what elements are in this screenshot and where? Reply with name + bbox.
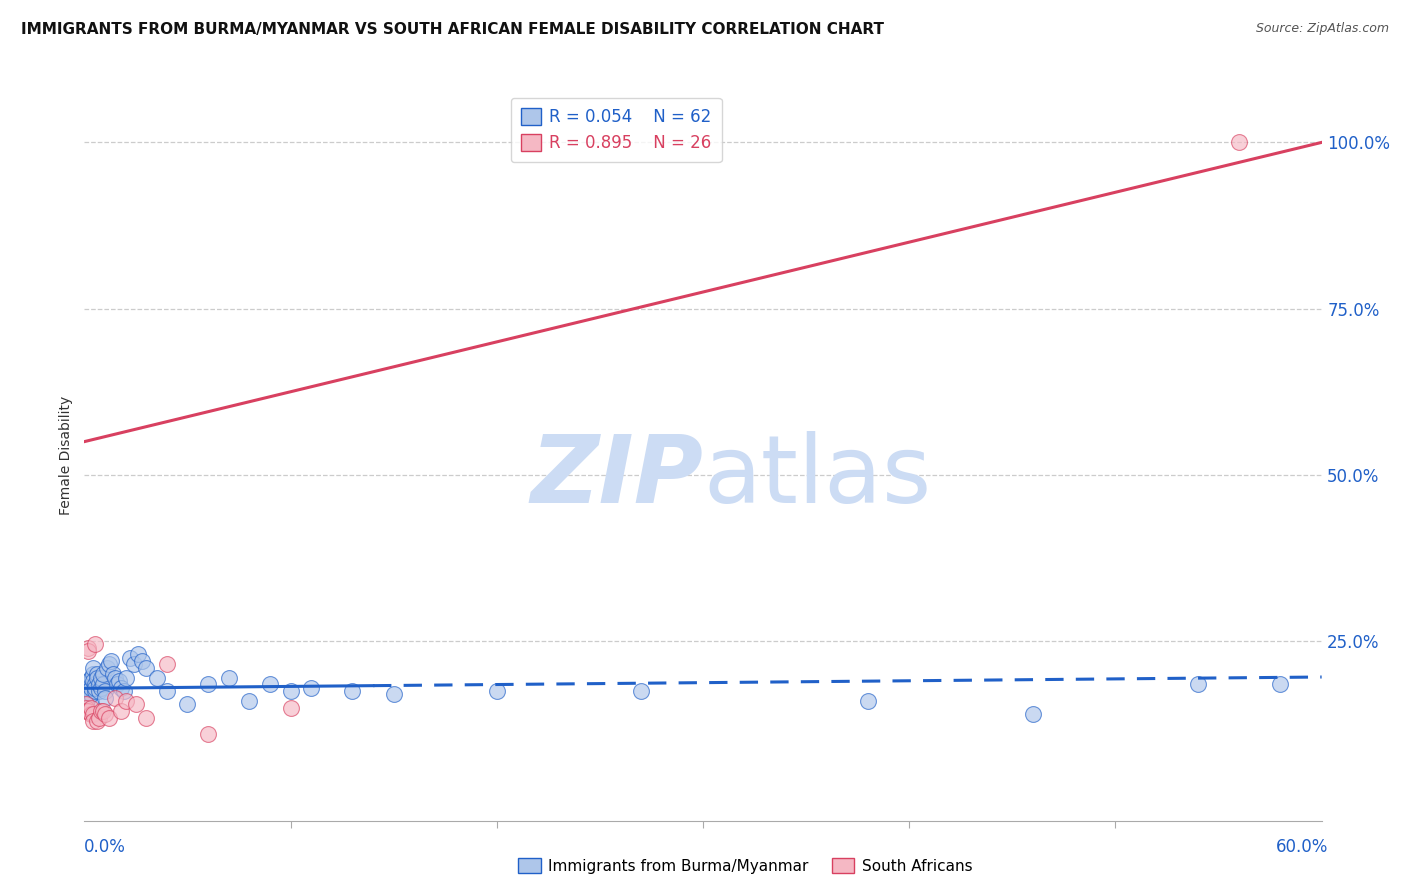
Point [135, 661, 157, 675]
Point [82, 667, 104, 681]
Point [77, 640, 100, 655]
Point [83, 677, 105, 691]
Point [176, 698, 198, 712]
Point [1270, 677, 1292, 691]
Text: 0.0%: 0.0% [84, 838, 127, 855]
Point [114, 671, 136, 685]
Point [110, 681, 132, 695]
Point [1227, 136, 1250, 150]
Point [856, 694, 879, 708]
Point [280, 700, 302, 714]
Point [79, 700, 101, 714]
Point [77, 677, 100, 691]
Text: Source: ZipAtlas.com: Source: ZipAtlas.com [1256, 22, 1389, 36]
Point [86, 667, 108, 681]
Point [630, 684, 652, 698]
Point [1187, 677, 1209, 691]
Legend: Immigrants from Burma/Myanmar, South Africans: Immigrants from Burma/Myanmar, South Afr… [512, 852, 979, 880]
Point [96, 661, 118, 675]
Point [103, 667, 125, 681]
Point [98, 657, 121, 672]
Point [218, 671, 240, 685]
Point [87, 710, 110, 724]
Point [90, 704, 112, 718]
Point [79, 681, 101, 695]
Point [382, 687, 405, 701]
Point [91, 677, 114, 691]
Point [118, 650, 141, 665]
Point [82, 661, 104, 675]
Point [135, 710, 157, 724]
Point [82, 707, 104, 722]
Point [104, 671, 127, 685]
Point [91, 667, 114, 681]
Point [90, 681, 112, 695]
Point [77, 673, 100, 688]
Text: 60.0%: 60.0% [1277, 838, 1329, 855]
Point [299, 681, 322, 695]
Point [75, 700, 97, 714]
Text: atlas: atlas [703, 431, 931, 523]
Point [238, 694, 260, 708]
Point [108, 673, 131, 688]
Legend: R = 0.054    N = 62, R = 0.895    N = 26: R = 0.054 N = 62, R = 0.895 N = 26 [512, 97, 721, 162]
Point [75, 690, 97, 705]
Point [83, 637, 105, 651]
Point [75, 698, 97, 712]
Point [77, 690, 100, 705]
Point [79, 707, 101, 722]
Point [87, 684, 110, 698]
Point [94, 690, 117, 705]
Point [75, 698, 97, 712]
Point [75, 704, 97, 718]
Point [131, 654, 153, 668]
Point [82, 673, 104, 688]
Point [87, 677, 110, 691]
Point [145, 671, 167, 685]
Text: IMMIGRANTS FROM BURMA/MYANMAR VS SOUTH AFRICAN FEMALE DISABILITY CORRELATION CHA: IMMIGRANTS FROM BURMA/MYANMAR VS SOUTH A… [21, 22, 884, 37]
Point [485, 684, 508, 698]
Point [79, 687, 101, 701]
Point [91, 704, 114, 718]
Point [86, 714, 108, 728]
Point [83, 681, 105, 695]
Point [75, 694, 97, 708]
Point [79, 671, 101, 685]
Point [114, 694, 136, 708]
Point [342, 684, 364, 698]
Point [94, 684, 117, 698]
Point [197, 677, 219, 691]
Point [83, 684, 105, 698]
Y-axis label: Female Disability: Female Disability [59, 395, 73, 515]
Text: ZIP: ZIP [530, 431, 703, 523]
Point [197, 727, 219, 741]
Point [112, 684, 135, 698]
Point [77, 684, 100, 698]
Point [104, 690, 127, 705]
Point [280, 684, 302, 698]
Point [75, 684, 97, 698]
Point [125, 698, 148, 712]
Point [105, 677, 128, 691]
Point [156, 657, 179, 672]
Point [94, 707, 117, 722]
Point [110, 704, 132, 718]
Point [1022, 707, 1045, 722]
Point [77, 644, 100, 658]
Point [77, 704, 100, 718]
Point [259, 677, 281, 691]
Point [77, 687, 100, 701]
Point [86, 671, 108, 685]
Point [82, 714, 104, 728]
Point [79, 694, 101, 708]
Point [122, 657, 145, 672]
Point [127, 648, 149, 662]
Point [75, 681, 97, 695]
Point [90, 671, 112, 685]
Point [156, 684, 179, 698]
Point [98, 710, 121, 724]
Point [100, 654, 122, 668]
